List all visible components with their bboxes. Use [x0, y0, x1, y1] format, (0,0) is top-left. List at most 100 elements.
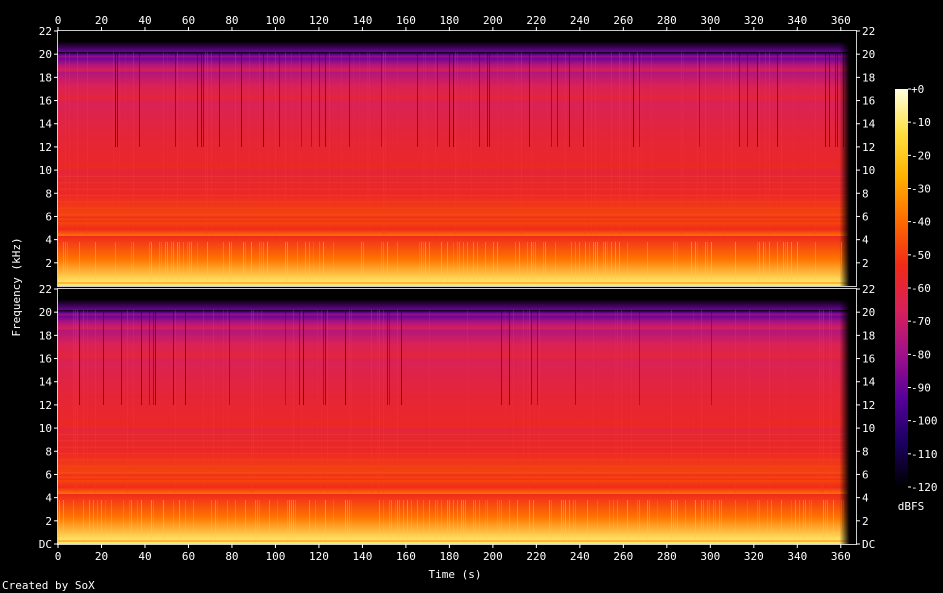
transient-streak — [77, 309, 78, 493]
lowfreq-streak — [309, 499, 310, 540]
lowfreq-streak — [627, 499, 628, 540]
harmonic-line — [58, 214, 850, 216]
lowfreq-streak — [441, 241, 442, 282]
quiet-streak — [739, 51, 740, 147]
lowfreq-streak — [579, 241, 580, 282]
lowfreq-streak — [215, 499, 216, 540]
y-tick-label: 2 — [862, 515, 869, 528]
transient-streak — [207, 51, 208, 236]
quiet-streak — [155, 309, 156, 405]
lowfreq-streak — [83, 499, 84, 540]
transient-streak — [285, 51, 286, 236]
transient-streak — [701, 309, 702, 493]
x-tick-label: 360 — [831, 550, 851, 563]
quiet-streak — [479, 51, 480, 147]
transient-streak — [69, 51, 70, 236]
y-tick-label: 16 — [39, 353, 52, 366]
transient-streak — [631, 309, 632, 493]
lowfreq-streak — [713, 499, 714, 540]
transient-streak — [621, 51, 622, 236]
lowfreq-streak — [323, 241, 324, 282]
quiet-streak — [325, 51, 326, 147]
y-axis-right: 2 4 6 8 10 12 14 16 18 20 22 DC 2 4 6 8 10 12 14 16 18 20 22 — [856, 25, 876, 551]
lowfreq-streak — [715, 499, 716, 540]
x-tick-label: 160 — [396, 550, 416, 563]
transient-streak — [377, 309, 378, 493]
y-tick-label: 2 — [45, 257, 52, 270]
lowfreq-streak — [407, 499, 408, 540]
lowfreq-streak — [65, 241, 66, 282]
y-tick-label: 10 — [862, 422, 875, 435]
quiet-streak — [121, 309, 122, 405]
quiet-streak — [197, 51, 198, 147]
x-tick-label: 280 — [657, 14, 677, 27]
lowfreq-streak — [383, 241, 384, 282]
harmonic-line — [58, 459, 850, 461]
lowfreq-streak — [325, 499, 326, 540]
transient-streak — [315, 51, 316, 236]
y-axis-label: Frequency (kHz) — [10, 237, 23, 336]
x-axis-top: 0 20 40 60 80 100 120 140 160 180 200 220 240 260 280 3… — [55, 14, 851, 31]
transient-streak — [133, 309, 134, 493]
x-tick-label: 260 — [613, 550, 633, 563]
transient-streak — [781, 51, 782, 236]
transient-streak — [341, 51, 342, 236]
quiet-streak — [487, 51, 488, 147]
transient-streak — [515, 51, 516, 236]
quiet-streak — [551, 51, 552, 147]
transient-streak — [75, 309, 76, 493]
lowfreq-streak — [497, 499, 498, 540]
x-tick-label: 300 — [700, 14, 720, 27]
lowfreq-streak — [63, 241, 64, 282]
transient-streak — [267, 51, 268, 236]
y-tick-label: 6 — [45, 468, 52, 481]
transient-streak — [731, 51, 732, 236]
transient-streak — [83, 309, 84, 493]
quiet-streak — [139, 51, 140, 147]
transient-streak — [611, 51, 612, 236]
lowfreq-streak — [453, 499, 454, 540]
x-tick-label: 100 — [266, 14, 286, 27]
transient-streak — [235, 51, 236, 236]
transient-streak — [367, 51, 368, 236]
quiet-streak — [303, 309, 304, 405]
lowfreq-streak — [787, 241, 788, 282]
transient-streak — [175, 309, 176, 493]
lowfreq-streak — [587, 499, 588, 540]
y-tick-label: 6 — [862, 210, 869, 223]
lowfreq-streak — [545, 241, 546, 282]
lowfreq-streak — [757, 241, 758, 282]
lowfreq-streak — [783, 241, 784, 282]
lowfreq-streak — [473, 499, 474, 540]
lowfreq-streak — [73, 499, 74, 540]
lowfreq-streak — [63, 499, 64, 540]
lowfreq-streak — [183, 241, 184, 282]
lowfreq-streak — [671, 499, 672, 540]
lowfreq-streak — [411, 499, 412, 540]
lowfreq-streak — [151, 241, 152, 282]
lowfreq-streak — [639, 499, 640, 540]
transient-streak — [383, 51, 384, 236]
lowfreq-streak — [531, 241, 532, 282]
lowfreq-streak — [573, 499, 574, 540]
quiet-streak — [575, 309, 576, 405]
transient-streak — [759, 51, 760, 236]
quiet-streak — [825, 51, 826, 147]
lowfreq-streak — [285, 241, 286, 282]
transient-streak — [769, 309, 770, 493]
lowfreq-streak — [447, 499, 448, 540]
quiet-streak — [757, 51, 758, 147]
transient-streak — [735, 51, 736, 236]
lowfreq-streak — [293, 499, 294, 540]
lowfreq-streak — [463, 499, 464, 540]
lowfreq-streak — [569, 499, 570, 540]
x-tick-label: 20 — [95, 550, 108, 563]
lowfreq-streak — [437, 499, 438, 540]
quiet-streak — [747, 51, 748, 147]
quiet-streak — [437, 51, 438, 147]
colorbar-tick-label: -40 — [911, 216, 931, 229]
lowfreq-streak — [97, 499, 98, 540]
lowfreq-streak — [379, 499, 380, 540]
colorbar-tick-label: -110 — [911, 448, 938, 461]
transient-streak — [127, 309, 128, 493]
